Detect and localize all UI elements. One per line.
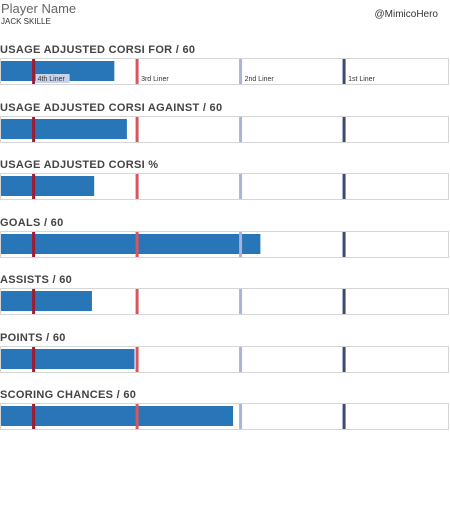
tier-marker xyxy=(135,404,139,429)
metric-title: POINTS / 60 xyxy=(0,331,66,344)
tier-marker xyxy=(32,289,36,314)
tier-marker xyxy=(239,231,243,257)
tier-marker xyxy=(239,289,243,314)
tier-marker xyxy=(135,59,139,84)
value-bar xyxy=(1,233,261,254)
value-bar xyxy=(1,406,234,426)
tier-marker xyxy=(239,346,243,372)
metric-bar-chart xyxy=(0,345,449,373)
metric-title: SCORING CHANCES / 60 xyxy=(0,389,137,401)
metric-bar-chart xyxy=(0,230,449,258)
metric-panel: USAGE ADJUSTED CORSI % xyxy=(0,159,450,217)
metric-title: USAGE ADJUSTED CORSI % xyxy=(0,159,159,171)
tier-marker xyxy=(342,174,346,199)
tier-marker xyxy=(239,404,243,429)
twitter-handle: @MimicoHero xyxy=(374,9,439,20)
metric-title: ASSISTS / 60 xyxy=(0,274,73,286)
player-name-label: Player Name xyxy=(1,1,77,16)
tier-marker xyxy=(342,289,346,314)
tier-marker xyxy=(32,59,36,84)
tier-marker xyxy=(342,116,346,142)
metric-bar-chart xyxy=(0,288,449,315)
tier-label: 2nd Liner xyxy=(245,76,275,83)
player-name: JACK SKILLE xyxy=(1,17,51,26)
metric-panel: GOALS / 60 xyxy=(0,217,450,275)
value-bar xyxy=(1,348,135,369)
tier-label: 1st Liner xyxy=(348,76,376,83)
tier-marker xyxy=(32,174,36,199)
tier-marker xyxy=(342,59,346,84)
tier-marker xyxy=(342,404,346,429)
metric-panel: USAGE ADJUSTED CORSI FOR / 60 4th Liner 3r… xyxy=(0,44,450,102)
tier-marker xyxy=(239,116,243,142)
metric-title: USAGE ADJUSTED CORSI FOR / 60 xyxy=(0,44,196,56)
metric-panel: USAGE ADJUSTED CORSI AGAINST / 60 xyxy=(0,102,450,160)
metric-bar-chart xyxy=(0,173,449,200)
tier-marker xyxy=(135,116,139,142)
header: Player Name JACK SKILLE @MimicoHero xyxy=(0,0,450,40)
metric-panel: ASSISTS / 60 xyxy=(0,274,450,332)
tier-marker xyxy=(135,174,139,199)
value-bar xyxy=(1,118,127,139)
tier-marker xyxy=(135,289,139,314)
tier-marker xyxy=(32,231,36,257)
value-bar xyxy=(1,176,95,196)
tier-marker xyxy=(32,116,36,142)
tier-marker xyxy=(32,404,36,429)
tier-marker xyxy=(135,346,139,372)
tier-label: 3rd Liner xyxy=(141,76,169,83)
metric-bar-chart xyxy=(0,115,449,143)
tier-label-background xyxy=(35,74,70,83)
value-bar xyxy=(1,291,92,311)
tier-marker xyxy=(32,346,36,372)
metric-title: USAGE ADJUSTED CORSI AGAINST / 60 xyxy=(0,101,223,114)
tier-label: 4th Liner xyxy=(38,76,66,83)
tier-marker xyxy=(342,346,346,372)
metric-panel: SCORING CHANCES / 60 xyxy=(0,389,450,447)
metric-bar-chart xyxy=(0,403,449,430)
metric-panel: POINTS / 60 xyxy=(0,332,450,390)
tier-marker xyxy=(239,59,243,84)
tier-marker xyxy=(239,174,243,199)
tier-marker xyxy=(342,231,346,257)
metric-bar-chart: 4th Liner 3rd Liner 2nd Liner 1st Liner xyxy=(0,58,449,85)
metric-title: GOALS / 60 xyxy=(0,216,64,229)
value-bar xyxy=(1,61,115,81)
tier-marker xyxy=(135,231,139,257)
